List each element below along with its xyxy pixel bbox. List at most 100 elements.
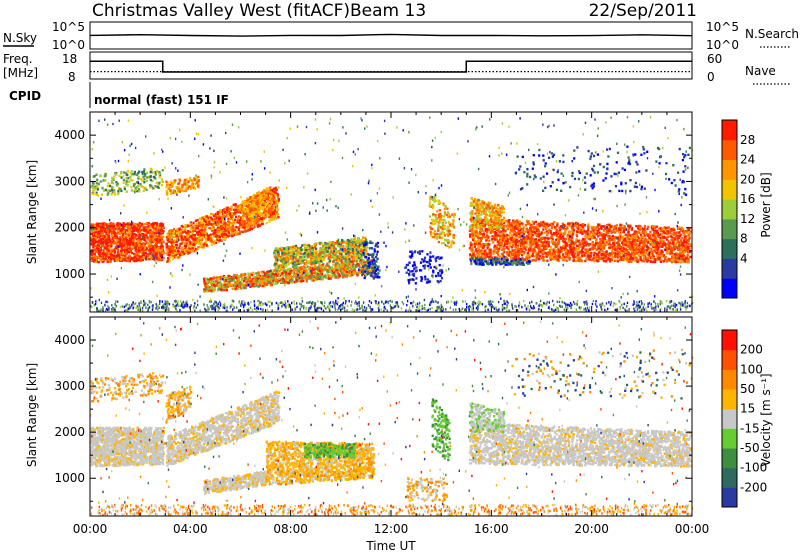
data-cell [108,234,110,236]
data-cell [182,251,184,253]
data-cell [137,239,139,241]
data-cell [324,267,326,269]
data-cell [179,251,181,253]
data-cell [377,266,379,268]
data-cell [296,252,298,254]
data-cell [245,281,247,283]
data-cell [233,221,235,223]
data-cell [243,208,245,210]
data-cell [187,235,189,237]
data-cell [120,258,122,260]
data-cell [96,182,98,184]
data-cell [141,223,143,225]
data-cell [117,249,119,251]
data-cell [249,196,251,198]
data-cell [292,248,294,250]
data-cell [161,178,163,180]
data-cell [150,175,152,177]
freq-panel: Freq. [MHz] 18 8 60 0 Nave [3,52,790,84]
data-cell [126,191,128,193]
data-cell [170,247,172,249]
data-cell [332,255,334,257]
data-cell [97,248,99,250]
data-cell [275,247,277,249]
data-cell [117,224,119,226]
data-cell [157,186,159,188]
data-cell [376,253,378,255]
data-cell [322,278,324,280]
data-cell [227,228,229,230]
data-cell [172,243,174,245]
data-cell [304,247,306,249]
data-cell [307,246,309,248]
data-cell [242,221,244,223]
data-cell [186,188,188,190]
data-cell [261,285,263,287]
data-cell [265,204,267,206]
data-cell [146,248,148,250]
data-cell [128,229,130,231]
data-cell [170,234,172,236]
data-cell [169,190,171,192]
data-cell [107,192,109,194]
data-cell [336,269,338,271]
data-cell [275,282,277,284]
data-cell [198,243,200,245]
data-cell [261,271,263,273]
data-cell [143,178,145,180]
nsearch-label: N.Search [745,27,799,41]
data-cell [143,181,145,183]
data-cell [270,191,272,193]
data-cell [250,225,252,227]
data-cell [271,276,273,278]
data-cell [241,279,243,281]
data-cell [188,185,190,187]
data-cell [287,263,289,265]
data-cell [291,260,293,262]
data-cell [281,272,283,274]
data-cell [121,245,123,247]
data-cell [107,245,109,247]
data-cell [337,264,339,266]
data-cell [192,250,194,252]
data-cell [119,175,121,177]
nave-label: Nave [745,64,776,78]
data-cell [123,230,125,232]
data-cell [244,222,246,224]
data-cell [184,249,186,251]
data-cell [96,185,98,187]
data-cell [256,280,258,282]
data-cell [176,232,178,234]
data-cell [297,267,299,269]
data-cell [286,259,288,261]
data-cell [345,241,347,243]
nsearch-tick-low: 10^0 [706,38,739,52]
data-cell [299,256,301,258]
data-cell [349,274,351,276]
data-cell [92,246,94,248]
nave-tick-low: 0 [707,70,715,84]
data-cell [301,244,303,246]
data-cell [239,219,241,221]
data-cell [107,230,109,232]
data-cell [135,260,137,262]
data-cell [91,257,93,259]
data-cell [347,251,349,253]
data-cell [243,214,245,216]
data-cell [111,193,113,195]
data-cell [211,218,213,220]
data-cell [94,239,96,241]
data-cell [259,206,261,208]
data-cell [192,247,194,249]
data-cell [251,228,253,230]
data-cell [340,266,342,268]
data-cell [265,276,267,278]
data-cell [104,235,106,237]
data-cell [143,190,145,192]
data-cell [356,252,358,254]
data-cell [134,237,136,239]
data-cell [101,194,103,196]
data-cell [110,225,112,227]
data-cell [95,237,97,239]
